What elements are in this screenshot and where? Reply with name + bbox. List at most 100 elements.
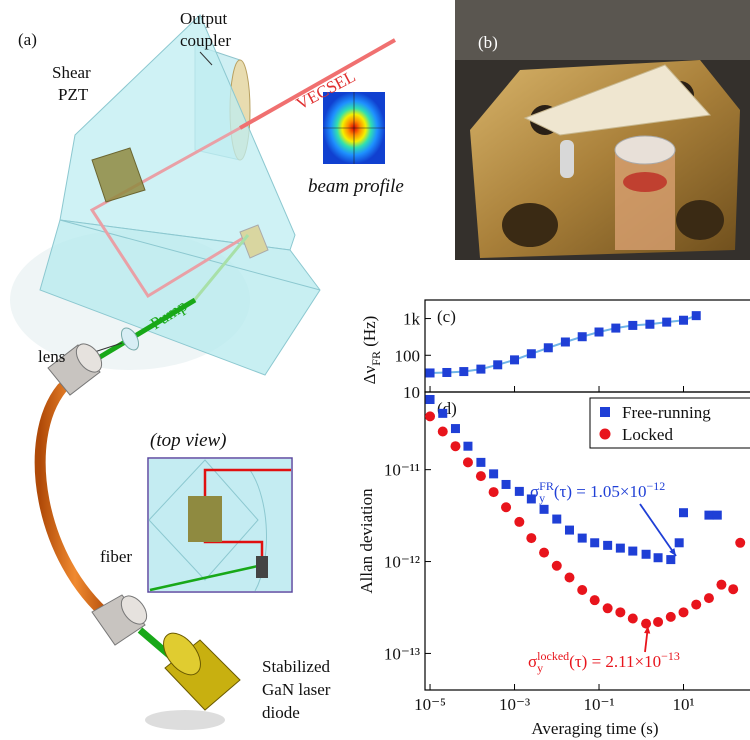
- marker: [679, 316, 688, 325]
- marker: [502, 480, 511, 489]
- label: (top view): [150, 430, 227, 451]
- marker: [704, 593, 714, 603]
- annotation-part: σ: [528, 652, 537, 671]
- y-tick-label: 10: [403, 383, 420, 402]
- legend-label: Locked: [622, 425, 673, 444]
- marker: [716, 580, 726, 590]
- label: diode: [262, 703, 300, 722]
- marker: [704, 511, 713, 520]
- annotation-sup: −13: [661, 649, 680, 663]
- annotation-sub: y: [539, 491, 545, 505]
- annotation: σylocked(τ) = 2.11×10−13: [528, 649, 680, 675]
- marker: [539, 548, 549, 558]
- marker: [476, 365, 485, 374]
- marker: [662, 318, 671, 327]
- marker: [603, 603, 613, 613]
- x-axis-label: Averaging time (s): [531, 719, 658, 738]
- shadow: [145, 710, 225, 730]
- marker: [438, 409, 447, 418]
- label-part: Δν: [360, 365, 379, 384]
- marker: [540, 505, 549, 514]
- panel-label: (b): [478, 33, 498, 52]
- label: Stabilized: [262, 657, 330, 676]
- marker: [526, 533, 536, 543]
- marker: [527, 349, 536, 358]
- annotation-sup: locked: [537, 649, 569, 663]
- annotation-arrow: [640, 504, 676, 556]
- marker: [438, 427, 448, 437]
- label: fiber: [100, 547, 132, 566]
- marker: [735, 538, 745, 548]
- marker: [459, 367, 468, 376]
- photo: (b): [455, 0, 750, 260]
- y-tick-label: 100: [395, 346, 421, 365]
- fiber: [40, 388, 110, 618]
- marker: [679, 508, 688, 517]
- diagram: (a) Output coupler VECSEL Shear PZT beam…: [10, 9, 404, 730]
- marker: [564, 573, 574, 583]
- label: beam profile: [308, 176, 404, 197]
- marker: [666, 612, 676, 622]
- marker: [641, 619, 651, 629]
- marker: [476, 471, 486, 481]
- annotation-sup: −12: [646, 479, 665, 493]
- marker: [713, 511, 722, 520]
- y-tick-label: 10⁻¹²: [384, 553, 420, 572]
- marker: [675, 538, 684, 547]
- legend-marker: [600, 407, 610, 417]
- marker: [666, 555, 675, 564]
- marker: [493, 360, 502, 369]
- marker: [501, 502, 511, 512]
- marker: [489, 487, 499, 497]
- marker: [578, 332, 587, 341]
- y-tick-label: 1k: [403, 310, 421, 329]
- marker: [426, 395, 435, 404]
- marker: [463, 442, 472, 451]
- label: lens: [38, 347, 65, 366]
- marker: [578, 534, 587, 543]
- marker: [628, 547, 637, 556]
- marker: [451, 424, 460, 433]
- annotation-part: σ: [530, 482, 539, 501]
- marker: [728, 584, 738, 594]
- laser-diode: [156, 626, 240, 710]
- marker: [628, 613, 638, 623]
- y-tick-label: 10⁻¹¹: [384, 461, 420, 480]
- label: Shear: [52, 63, 91, 82]
- top-view-inset: [148, 458, 292, 592]
- label-part: (Hz): [360, 316, 379, 351]
- marker: [463, 457, 473, 467]
- y-axis-label: Allan deviation: [357, 488, 376, 594]
- marker: [616, 544, 625, 553]
- panel-label: (c): [437, 307, 456, 326]
- x-tick-label: 10¹: [672, 695, 694, 714]
- marker: [615, 607, 625, 617]
- label: PZT: [58, 85, 89, 104]
- y-axis-label: ΔνFR (Hz): [360, 316, 383, 385]
- annotation-part: (τ) = 1.05×10: [554, 482, 647, 501]
- annotation-part: (τ) = 2.11×10: [569, 652, 661, 671]
- marker: [510, 355, 519, 364]
- x-tick-label: 10⁻¹: [583, 695, 614, 714]
- marker: [442, 368, 451, 377]
- marker: [577, 585, 587, 595]
- marker: [653, 617, 663, 627]
- marker: [692, 311, 701, 320]
- marker: [590, 595, 600, 605]
- marker: [450, 441, 460, 451]
- marker: [515, 487, 524, 496]
- legend-marker: [600, 429, 611, 440]
- figure: (a) Output coupler VECSEL Shear PZT beam…: [0, 0, 750, 740]
- marker: [595, 328, 604, 337]
- y-tick-label: 10⁻¹³: [384, 644, 420, 663]
- x-tick-label: 10⁻⁵: [414, 695, 446, 714]
- marker: [679, 607, 689, 617]
- marker: [691, 600, 701, 610]
- marker: [514, 517, 524, 527]
- x-tick-label: 10⁻³: [499, 695, 530, 714]
- annotation-sub: y: [537, 661, 543, 675]
- label: Output: [180, 9, 228, 28]
- marker: [642, 550, 651, 559]
- marker: [590, 538, 599, 547]
- marker: [489, 469, 498, 478]
